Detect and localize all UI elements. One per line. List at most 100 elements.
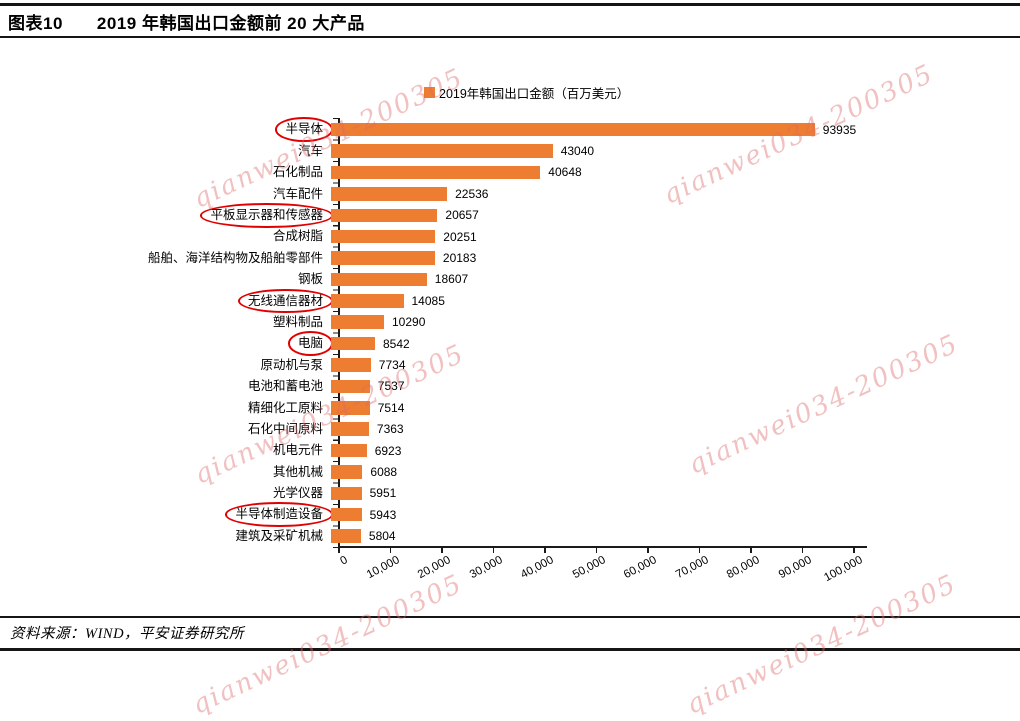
x-axis-tick	[750, 548, 752, 553]
value-label: 20657	[445, 208, 479, 223]
x-axis-tick	[338, 548, 340, 553]
bar	[331, 422, 369, 436]
value-label: 7363	[376, 422, 404, 437]
category-label: 建筑及采矿机械	[235, 528, 323, 543]
bar-row: 其他机械 6088	[0, 461, 1020, 482]
value-label: 93935	[822, 122, 857, 137]
category-label: 电池和蓄电池	[247, 379, 323, 394]
bar-row: 机电元件 6923	[0, 440, 1020, 461]
value-label: 5951	[369, 486, 397, 501]
red-circle-annotation	[200, 203, 333, 228]
bar	[331, 229, 436, 244]
bar-row: 无线通信器材 14085	[0, 288, 1020, 314]
category-label: 其他机械	[272, 464, 323, 479]
bar-row: 半导体 93935	[0, 117, 1020, 142]
bar	[331, 251, 435, 265]
category-label: 平板显示器和传感器	[200, 203, 333, 228]
bar	[331, 144, 553, 158]
bar-row: 电脑 8542	[0, 331, 1020, 356]
value-label: 5804	[368, 529, 396, 544]
bar-row: 钢板 18607	[0, 269, 1020, 290]
bar-row: 平板显示器和传感器 20657	[0, 203, 1020, 228]
bar-row: 原动机与泵 7734	[0, 354, 1020, 375]
bar-row: 汽车配件 22536	[0, 183, 1020, 204]
value-label: 20183	[442, 251, 477, 266]
y-axis-ticks	[333, 118, 338, 548]
bar	[331, 401, 370, 415]
value-label: 7734	[378, 357, 406, 372]
figure-label: 图表10	[8, 14, 63, 33]
value-label: 43040	[560, 144, 595, 159]
category-label: 塑料制品	[272, 314, 323, 329]
value-label: 10290	[392, 315, 426, 330]
bar	[331, 187, 448, 201]
bar-row: 电池和蓄电池 7537	[0, 376, 1020, 397]
legend-swatch-icon	[424, 87, 435, 98]
category-label: 钢板	[297, 272, 323, 287]
x-axis-tick	[441, 548, 443, 553]
bar	[331, 443, 367, 458]
value-label: 22536	[455, 186, 489, 201]
x-axis-tick	[492, 548, 494, 553]
legend-label: 2019年韩国出口金额（百万美元）	[439, 87, 630, 101]
red-circle-annotation	[287, 331, 333, 356]
bar-row: 建筑及采矿机械 5804	[0, 525, 1020, 546]
red-circle-annotation	[225, 502, 333, 527]
category-label: 石化制品	[272, 165, 323, 180]
value-label: 6923	[374, 443, 402, 458]
value-label: 40648	[548, 165, 582, 180]
category-label: 精细化工原料	[247, 400, 323, 415]
source-text: 资料来源：WIND，平安证券研究所	[10, 626, 245, 642]
bar-row: 船舶、海洋结构物及船舶零部件 20183	[0, 247, 1020, 268]
x-axis-tick	[389, 548, 391, 553]
category-label: 机电元件	[272, 443, 323, 458]
bar	[331, 379, 370, 394]
category-label: 半导体制造设备	[225, 502, 333, 527]
bar-row: 精细化工原料 7514	[0, 397, 1020, 418]
x-axis-line	[338, 546, 867, 548]
bar-row: 汽车 43040	[0, 140, 1020, 161]
title-underline	[0, 36, 1020, 38]
bar	[331, 465, 363, 479]
bar-row: 石化中间原料 7363	[0, 418, 1020, 439]
x-axis-tick	[801, 548, 803, 553]
bar	[331, 122, 815, 137]
x-axis-tick	[647, 548, 649, 553]
value-label: 8542	[383, 336, 410, 351]
bar	[331, 315, 384, 329]
bar-row: 塑料制品 10290	[0, 312, 1020, 333]
bar-rows-container: 半导体 93935 汽车 43040 石化制品 40648 汽车配件 22536 平板显示器和传…	[0, 117, 1020, 547]
source-divider-line	[0, 616, 1020, 618]
figure-title-bar: 图表10 2019 年韩国出口金额前 20 大产品	[8, 9, 365, 34]
red-circle-annotation	[237, 288, 333, 314]
category-label: 电脑	[287, 331, 333, 356]
x-axis-tick	[544, 548, 546, 553]
category-label: 合成树脂	[272, 229, 323, 244]
chart-legend: 2019年韩国出口金额（百万美元）	[424, 83, 629, 102]
category-label: 汽车	[297, 143, 323, 158]
x-axis-tick	[853, 548, 855, 553]
red-circle-annotation	[275, 117, 333, 142]
x-axis-tick	[595, 548, 597, 553]
category-label: 半导体	[275, 117, 333, 142]
bar	[331, 294, 404, 308]
figure-title: 2019 年韩国出口金额前 20 大产品	[96, 14, 365, 33]
bar	[331, 507, 362, 522]
bottom-border-line	[0, 648, 1020, 651]
x-axis-tick	[698, 548, 700, 553]
value-label: 7537	[377, 379, 405, 394]
category-label: 光学仪器	[272, 486, 323, 501]
value-label: 7514	[377, 400, 405, 415]
category-label: 石化中间原料	[247, 421, 323, 436]
value-label: 14085	[411, 293, 445, 308]
category-label: 原动机与泵	[260, 357, 323, 372]
bar-row: 半导体制造设备 5943	[0, 502, 1020, 527]
value-label: 18607	[434, 272, 469, 287]
category-label: 无线通信器材	[237, 288, 333, 314]
y-axis-line	[338, 118, 340, 548]
watermark-text: qianwei034-200305	[681, 568, 962, 721]
bar	[331, 486, 362, 501]
bar	[331, 165, 541, 180]
category-label: 汽车配件	[272, 186, 323, 201]
bar	[331, 358, 371, 372]
